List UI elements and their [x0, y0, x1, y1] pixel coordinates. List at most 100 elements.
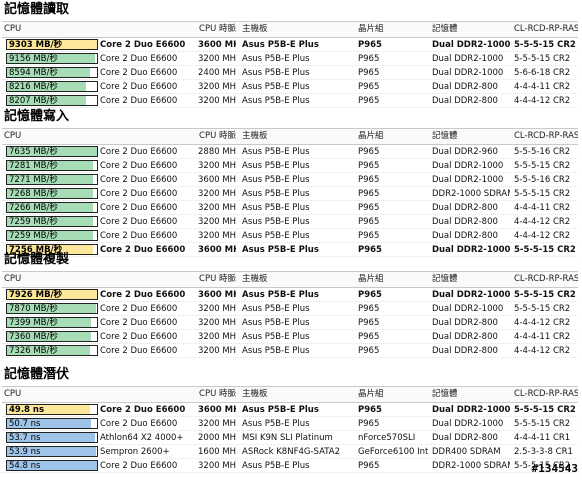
row-divider — [2, 158, 578, 159]
score-value: 7259 MB/秒 — [9, 231, 58, 241]
cell-memory: DDR2-1000 SDRAM — [432, 189, 510, 199]
cell-board: Asus P5B-E Plus — [242, 40, 319, 50]
cell-timing: 4-4-4-12 CR2 — [514, 217, 571, 227]
results-table: CPU CPU 時脈 主機板 晶片組 記憶體 CL-RCD-RP-RAS 49.8 ns Co… — [2, 386, 578, 473]
cell-timing: 4-4-4-11 CR2 — [514, 203, 571, 213]
cell-chipset: P965 — [358, 461, 380, 471]
column-header: 晶片組 — [358, 131, 384, 141]
score-bar: 9156 MB/秒 — [6, 53, 98, 64]
score-bar-fill — [7, 346, 90, 355]
score-bar-fill — [7, 68, 90, 77]
post-number-watermark: #134543 — [531, 462, 578, 475]
score-bar: 7266 MB/秒 — [6, 202, 98, 213]
score-bar: 7271 MB/秒 — [6, 174, 98, 185]
cell-memory: Dual DDR2-800 — [432, 203, 498, 213]
cell-chipset: P965 — [358, 68, 380, 78]
cell-memory: Dual DDR2-800 — [432, 433, 498, 443]
cell-cpu: Core 2 Duo E6600 — [100, 82, 178, 92]
row-divider — [2, 315, 578, 316]
score-bar: 54.8 ns — [6, 460, 98, 471]
table-row: 7281 MB/秒 Core 2 Duo E6600 3200 MHz Asus P5… — [2, 159, 578, 173]
score-bar: 7326 MB/秒 — [6, 345, 98, 356]
score-bar: 53.7 ns — [6, 432, 98, 443]
score-bar: 7281 MB/秒 — [6, 160, 98, 171]
results-table: CPU CPU 時脈 主機板 晶片組 記憶體 CL-RCD-RP-RAS 7926 MB/秒… — [2, 271, 578, 358]
cell-board: Asus P5B-E Plus — [242, 217, 310, 227]
score-bar: 8594 MB/秒 — [6, 67, 98, 78]
cell-chipset: GeForce6100 Int. — [358, 447, 428, 457]
column-header: CPU 時脈 — [199, 389, 236, 399]
score-bar: 8207 MB/秒 — [6, 95, 98, 106]
table-row: 7266 MB/秒 Core 2 Duo E6600 3200 MHz Asus P5… — [2, 201, 578, 215]
cell-clock: 3200 MHz — [198, 82, 236, 92]
cell-memory: Dual DDR2-800 — [432, 346, 498, 356]
cell-clock: 3200 MHz — [198, 96, 236, 106]
cell-memory: Dual DDR2-800 — [432, 217, 498, 227]
cell-cpu: Core 2 Duo E6600 — [100, 290, 186, 300]
cell-board: Asus P5B-E Plus — [242, 161, 310, 171]
cell-memory: DDR2-1000 SDRAM — [432, 461, 510, 471]
cell-chipset: P965 — [358, 245, 382, 255]
cell-chipset: P965 — [358, 419, 380, 429]
cell-cpu: Core 2 Duo E6600 — [100, 147, 178, 157]
score-bar: 7268 MB/秒 — [6, 188, 98, 199]
cell-memory: Dual DDR2-1000 — [432, 419, 504, 429]
table-row: 8216 MB/秒 Core 2 Duo E6600 3200 MHz Asus P5… — [2, 80, 578, 94]
cell-timing: 5-5-5-15 CR2 — [514, 245, 576, 255]
score-value: 7281 MB/秒 — [9, 161, 58, 171]
column-header: CPU 時脈 — [199, 24, 236, 34]
column-header: 晶片組 — [358, 24, 384, 34]
table-row: 7271 MB/秒 Core 2 Duo E6600 3600 MHz Asus P5… — [2, 173, 578, 187]
cell-memory: Dual DDR2-800 — [432, 318, 498, 328]
score-bar-fill — [7, 203, 94, 212]
table-row: 7635 MB/秒 Core 2 Duo E6600 2880 MHz Asus P5… — [2, 145, 578, 159]
score-value: 7360 MB/秒 — [9, 332, 58, 342]
score-bar-fill — [7, 40, 97, 49]
cell-board: Asus P5B-E Plus — [242, 68, 310, 78]
cell-clock: 3200 MHz — [198, 346, 236, 356]
section-title: 記憶體複製 — [4, 252, 70, 267]
table-row: 7259 MB/秒 Core 2 Duo E6600 3200 MHz Asus P5… — [2, 215, 578, 229]
score-bar: 7870 MB/秒 — [6, 303, 98, 314]
cell-memory: Dual DDR2-1000 — [432, 54, 504, 64]
cell-clock: 1600 MHz — [198, 447, 236, 457]
table-row: 9156 MB/秒 Core 2 Duo E6600 3200 MHz Asus P5… — [2, 52, 578, 66]
row-divider — [2, 301, 578, 302]
cell-board: Asus P5B-E Plus — [242, 346, 310, 356]
cell-timing: 5-5-5-16 CR2 — [514, 147, 571, 157]
score-value: 9303 MB/秒 — [9, 40, 63, 50]
column-header: CL-RCD-RP-RAS — [514, 24, 578, 34]
cell-timing: 5-5-5-15 CR2 — [514, 54, 571, 64]
cell-clock: 3200 MHz — [198, 189, 236, 199]
column-header: CPU — [4, 131, 22, 141]
column-header: 晶片組 — [358, 274, 384, 284]
results-table: CPU CPU 時脈 主機板 晶片組 記憶體 CL-RCD-RP-RAS 9303 MB/秒… — [2, 21, 578, 108]
cell-timing: 4-4-4-11 CR2 — [514, 82, 571, 92]
score-value: 7635 MB/秒 — [9, 147, 58, 157]
score-value: 7259 MB/秒 — [9, 217, 58, 227]
cell-clock: 2400 MHz — [198, 68, 236, 78]
cell-timing: 5-5-5-15 CR2 — [514, 161, 571, 171]
score-value: 9156 MB/秒 — [9, 54, 58, 64]
cell-timing: 4-4-4-12 CR2 — [514, 231, 571, 241]
cell-memory: Dual DDR2-800 — [432, 96, 498, 106]
table-row: 53.9 ns Sempron 2600+ 1600 MHz ASRock K8NF4… — [2, 445, 578, 459]
cell-board: Asus P5B-E Plus — [242, 82, 310, 92]
row-divider — [2, 416, 578, 417]
column-header: 主機板 — [242, 389, 268, 399]
column-header: 主機板 — [242, 274, 268, 284]
row-divider — [2, 357, 578, 358]
row-divider — [2, 256, 578, 257]
cell-memory: Dual DDR2-800 — [432, 231, 498, 241]
row-divider — [2, 444, 578, 445]
results-table: CPU CPU 時脈 主機板 晶片組 記憶體 CL-RCD-RP-RAS 7635 MB/秒… — [2, 128, 578, 257]
cell-clock: 3200 MHz — [198, 161, 236, 171]
cell-clock: 2000 MHz — [198, 433, 236, 443]
score-bar: 53.9 ns — [6, 446, 98, 457]
cell-timing: 5-5-5-15 CR2 — [514, 189, 571, 199]
table-row: 54.8 ns Core 2 Duo E6600 3200 MHz Asus P5B-… — [2, 459, 578, 473]
column-header: CPU 時脈 — [199, 131, 236, 141]
cell-cpu: Core 2 Duo E6600 — [100, 461, 178, 471]
score-value: 7926 MB/秒 — [9, 290, 63, 300]
